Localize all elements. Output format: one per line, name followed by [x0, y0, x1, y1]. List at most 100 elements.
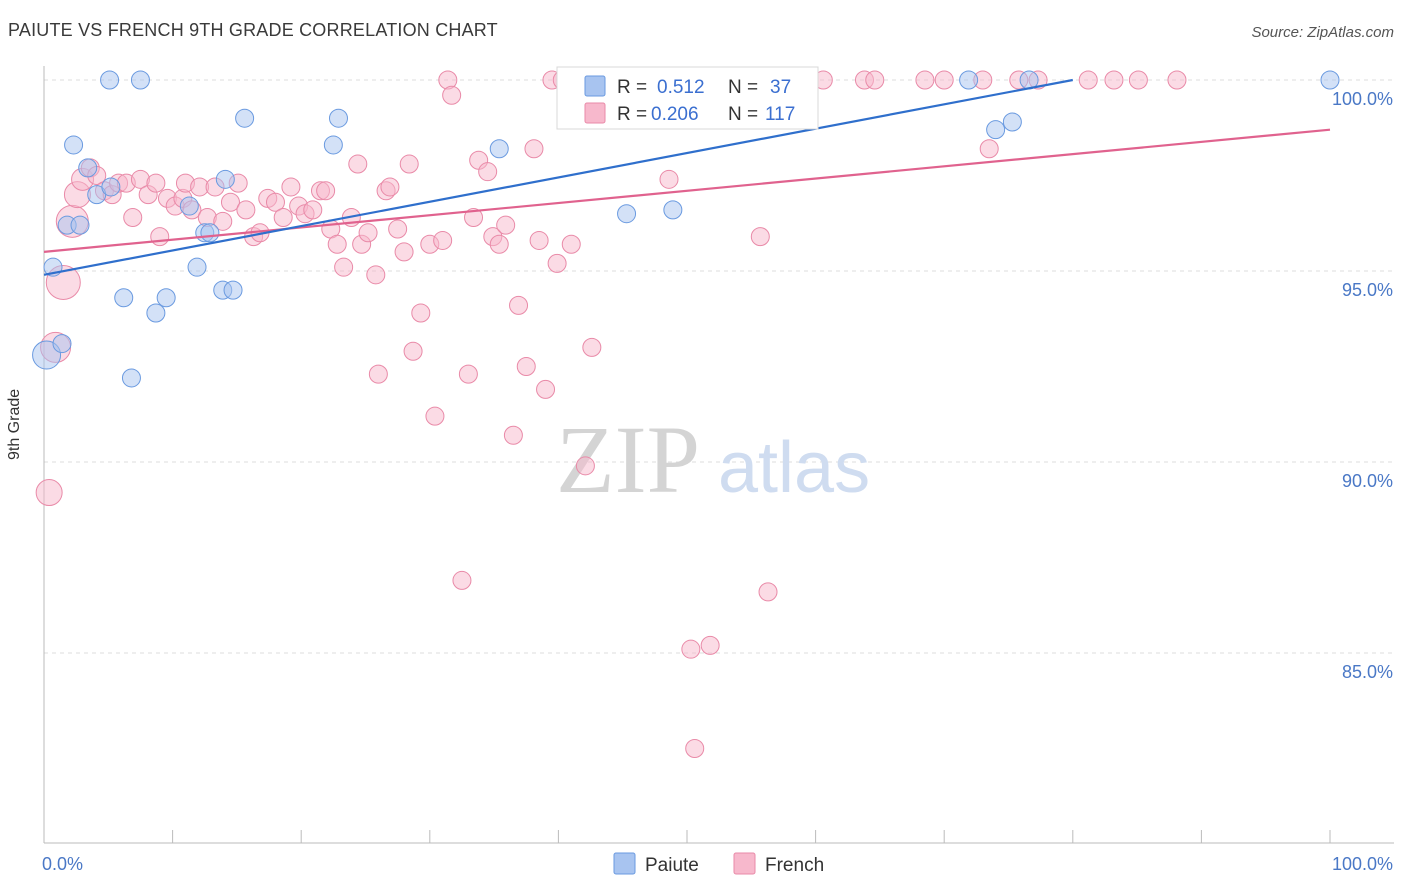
- paiute-point: [130, 70, 150, 90]
- paiute-point: [32, 340, 62, 370]
- stats-legend: R = 0.512 N = 37 R = 0.206 N = 117: [556, 66, 819, 130]
- y-tick-labels: 85.0% 90.0% 95.0% 100.0%: [1332, 89, 1393, 682]
- french-point: [213, 211, 233, 231]
- french-point: [327, 234, 347, 254]
- french-point: [452, 570, 472, 590]
- paiute-point: [215, 169, 235, 189]
- y-tick-label: 95.0%: [1342, 280, 1393, 300]
- french-point: [865, 70, 885, 90]
- paiute-point: [323, 135, 343, 155]
- french-point: [1167, 70, 1187, 90]
- french-point: [458, 364, 478, 384]
- paiute-point: [200, 223, 220, 243]
- paiute-point: [101, 177, 121, 197]
- french-point: [388, 219, 408, 239]
- french-point: [509, 295, 529, 315]
- french-point: [529, 230, 549, 250]
- french-point: [220, 192, 240, 212]
- legend-r-value-french: 0.206: [651, 104, 699, 125]
- paiute-point: [223, 280, 243, 300]
- french-point: [433, 230, 453, 250]
- paiute-point: [70, 215, 90, 235]
- french-point: [442, 85, 462, 105]
- french-point: [123, 208, 143, 228]
- paiute-point: [986, 120, 1006, 140]
- french-point: [582, 337, 602, 357]
- french-point: [464, 208, 484, 228]
- paiute-trend-line: [43, 78, 1074, 276]
- legend-n-value-paiute: 37: [770, 77, 791, 98]
- french-point: [979, 139, 999, 159]
- french-point: [934, 70, 954, 90]
- axes: [43, 66, 1394, 844]
- paiute-point: [1320, 70, 1340, 90]
- legend-n-value-french: 117: [765, 104, 795, 125]
- x-tick-label: 100.0%: [1332, 854, 1393, 874]
- french-point: [265, 192, 285, 212]
- series-legend-swatch-paiute: [613, 852, 636, 875]
- french-point: [700, 635, 720, 655]
- french-point: [547, 253, 567, 273]
- paiute-point: [64, 135, 84, 155]
- french-point: [380, 177, 400, 197]
- paiute-point: [52, 334, 72, 354]
- french-point: [303, 200, 323, 220]
- gridlines: [44, 79, 1394, 654]
- paiute-point: [328, 108, 348, 128]
- french-point: [1078, 70, 1098, 90]
- french-point: [915, 70, 935, 90]
- french-point: [575, 456, 595, 476]
- legend-swatch-french: [584, 102, 606, 124]
- french-point: [1104, 70, 1124, 90]
- y-tick-label: 100.0%: [1332, 89, 1393, 109]
- french-point: [478, 162, 498, 182]
- french-point: [659, 169, 679, 189]
- legend-n-label-paiute: N =: [728, 77, 758, 98]
- paiute-point: [179, 196, 199, 216]
- french-point: [758, 582, 778, 602]
- french-point: [399, 154, 419, 174]
- french-point: [503, 425, 523, 445]
- legend-r-value-paiute: 0.512: [657, 77, 705, 98]
- watermark-atlas: atlas: [718, 428, 870, 508]
- french-point: [316, 181, 336, 201]
- french-point: [334, 257, 354, 277]
- legend-n-label-french: N =: [728, 104, 758, 125]
- y-tick-label: 85.0%: [1342, 662, 1393, 682]
- french-trend-line: [43, 128, 1331, 253]
- paiute-point: [78, 158, 98, 178]
- paiute-point: [489, 139, 509, 159]
- french-point: [236, 200, 256, 220]
- watermark-zip: ZIP: [556, 406, 700, 513]
- french-point: [150, 227, 170, 247]
- french-point: [516, 357, 536, 376]
- paiute-point: [100, 70, 120, 90]
- y-tick-label: 90.0%: [1342, 471, 1393, 491]
- french-point: [348, 154, 368, 174]
- x-tick-labels: 0.0% 100.0%: [42, 854, 1393, 874]
- paiute-points: [32, 70, 1340, 388]
- french-point: [561, 234, 581, 254]
- series-legend-swatch-french: [733, 852, 756, 875]
- french-point: [425, 406, 445, 426]
- french-point: [681, 639, 701, 659]
- legend-r-label-paiute: R =: [617, 77, 647, 98]
- series-legend-label-paiute: Paiute: [645, 855, 699, 876]
- source-label: Source: ZipAtlas.com: [1251, 24, 1394, 41]
- french-point: [281, 177, 301, 197]
- french-point: [524, 139, 544, 159]
- paiute-point: [187, 257, 207, 277]
- legend-swatch-paiute: [584, 75, 606, 97]
- paiute-point: [663, 200, 683, 220]
- french-point: [1128, 70, 1148, 90]
- french-point: [536, 379, 556, 399]
- series-legend-label-french: French: [765, 855, 824, 876]
- french-point: [394, 242, 414, 262]
- x-tick-label: 0.0%: [42, 854, 83, 874]
- paiute-point: [156, 288, 176, 308]
- french-point: [273, 208, 293, 228]
- french-point: [368, 364, 388, 384]
- french-point: [411, 303, 431, 323]
- paiute-point: [121, 368, 141, 388]
